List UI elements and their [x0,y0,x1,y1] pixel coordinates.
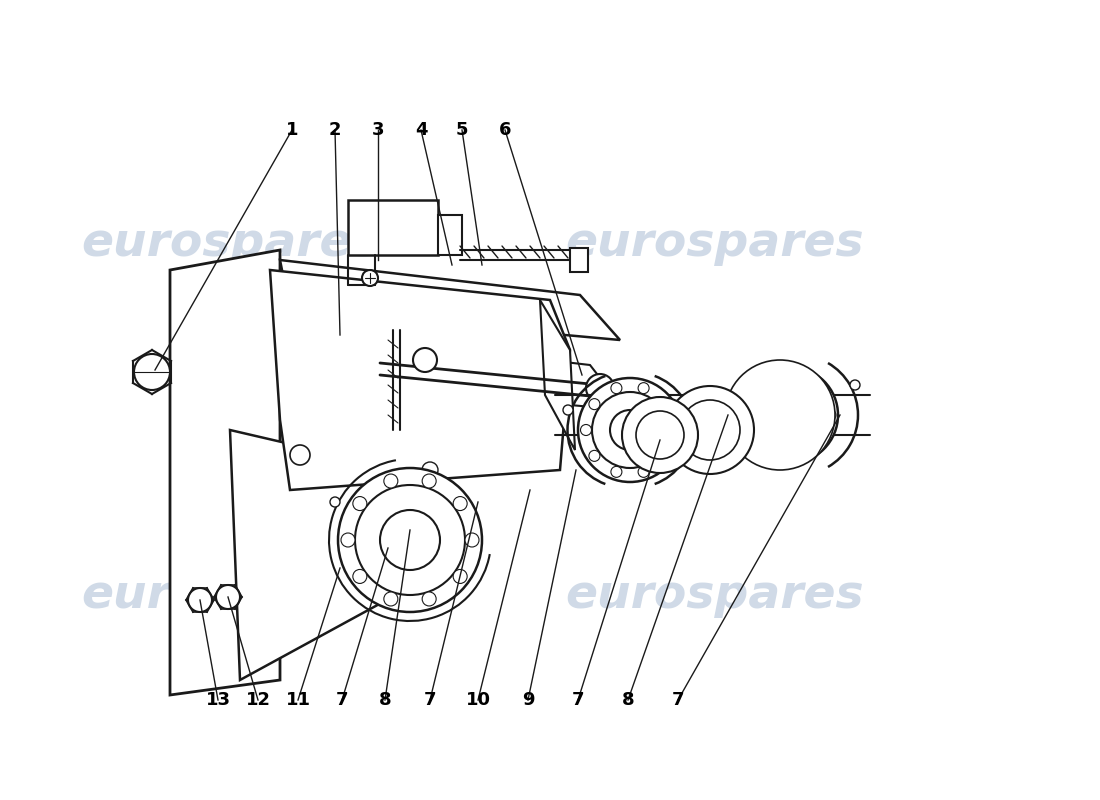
Circle shape [666,386,754,474]
Circle shape [742,367,838,463]
Circle shape [362,270,378,286]
Circle shape [379,510,440,570]
Polygon shape [230,430,460,680]
Text: 9: 9 [521,691,535,709]
Circle shape [818,386,828,396]
Text: 8: 8 [621,691,635,709]
Circle shape [586,374,614,402]
Circle shape [725,360,835,470]
Circle shape [744,410,754,420]
Text: 8: 8 [378,691,392,709]
Polygon shape [348,200,438,255]
Circle shape [422,474,437,488]
Circle shape [636,411,684,459]
Circle shape [610,466,621,478]
Circle shape [581,425,592,435]
Text: eurospares: eurospares [81,222,381,266]
Text: 6: 6 [498,121,512,139]
Text: eurospares: eurospares [565,222,865,266]
Text: 4: 4 [415,121,427,139]
Circle shape [341,533,355,547]
Circle shape [680,400,740,460]
Circle shape [216,585,240,609]
Circle shape [638,382,649,394]
Circle shape [818,434,828,444]
Text: 11: 11 [286,691,310,709]
Circle shape [353,497,366,510]
Text: 5: 5 [455,121,469,139]
Polygon shape [170,250,280,695]
Polygon shape [270,270,570,490]
Circle shape [751,434,762,444]
Text: 12: 12 [245,691,271,709]
Circle shape [453,570,468,583]
Circle shape [588,450,600,462]
Circle shape [592,392,668,468]
Text: 2: 2 [329,121,341,139]
Polygon shape [438,215,462,255]
Circle shape [638,466,649,478]
Circle shape [188,588,212,612]
Circle shape [330,497,340,507]
Circle shape [422,592,437,606]
Circle shape [755,380,825,450]
Circle shape [772,449,782,459]
Circle shape [660,398,671,410]
Circle shape [660,450,671,462]
Text: 7: 7 [336,691,349,709]
Circle shape [798,449,807,459]
Circle shape [772,371,782,381]
Circle shape [610,382,621,394]
Circle shape [826,410,836,420]
Circle shape [338,468,482,612]
Circle shape [751,386,762,396]
Text: 10: 10 [465,691,491,709]
Circle shape [355,485,465,595]
Text: 7: 7 [672,691,684,709]
Circle shape [588,398,600,410]
Circle shape [384,474,398,488]
Polygon shape [280,260,620,340]
Text: 7: 7 [424,691,437,709]
Text: 13: 13 [206,691,231,709]
Polygon shape [540,300,575,450]
Text: 7: 7 [572,691,584,709]
Text: 1: 1 [286,121,298,139]
Circle shape [669,425,680,435]
Circle shape [772,397,808,433]
Circle shape [134,354,170,390]
Polygon shape [290,330,625,410]
Circle shape [384,592,398,606]
Text: eurospares: eurospares [565,574,865,618]
Text: eurospares: eurospares [81,574,381,618]
Circle shape [610,410,650,450]
Circle shape [412,348,437,372]
Circle shape [465,533,478,547]
Circle shape [422,462,438,478]
Circle shape [453,497,468,510]
Circle shape [798,371,807,381]
Circle shape [850,380,860,390]
Text: 3: 3 [372,121,384,139]
Circle shape [563,405,573,415]
Circle shape [578,378,682,482]
Circle shape [290,445,310,465]
Circle shape [353,570,366,583]
Circle shape [621,397,698,473]
Bar [570,248,589,272]
